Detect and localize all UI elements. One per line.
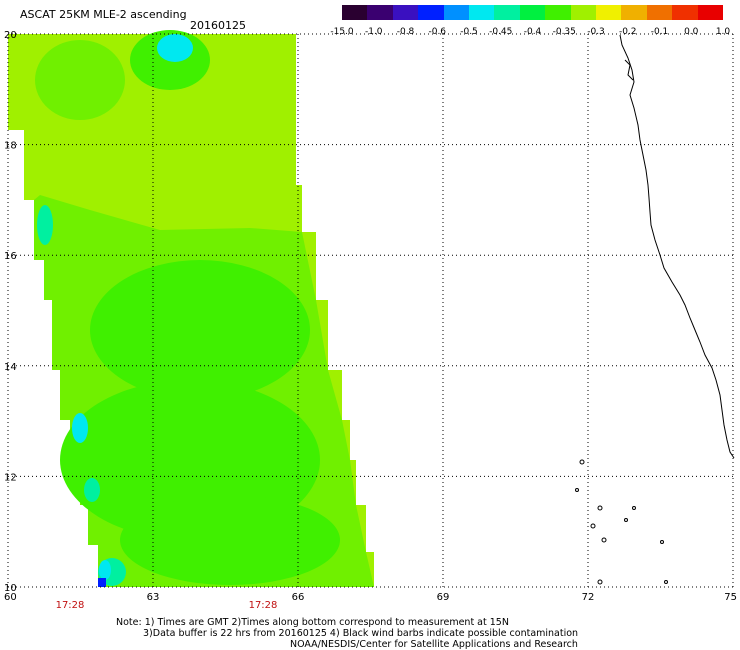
- pass-time-2: 17:28: [248, 600, 278, 611]
- colorbar-tick-label: -0.1: [650, 27, 669, 37]
- x-tick-labels: 60 63 66 69 72 75: [4, 592, 737, 603]
- teal-patch-south: [84, 478, 100, 502]
- colorbar-tick-label: -0.8: [396, 27, 415, 37]
- colorbar-tick-label: -0.45: [489, 27, 513, 37]
- colorbar-segment: [697, 5, 724, 20]
- island-5: [601, 537, 607, 543]
- colorbar-tick-label: -0.5: [460, 27, 478, 37]
- footer-note-line2: 3)Data buffer is 22 hrs from 20160125 4)…: [143, 628, 579, 639]
- lat-lon-grid: [7, 33, 734, 588]
- wind-swath: [8, 30, 374, 587]
- colorbar-segment: [596, 5, 622, 20]
- india-coastline: [619, 34, 735, 459]
- colorbar-tick-label: 0.0: [684, 27, 699, 37]
- chart-date: 20160125: [190, 19, 246, 32]
- island-7: [632, 506, 636, 510]
- x-tick-label: 66: [292, 592, 305, 603]
- colorbar-tick-label: -0.2: [618, 27, 637, 37]
- colorbar-tick-label: 1.0: [715, 27, 731, 37]
- x-tick-label: 63: [147, 592, 160, 603]
- pass-time-1: 17:28: [55, 600, 85, 611]
- colorbar-tick-label: -0.35: [552, 27, 576, 37]
- colorbar-segment: [621, 5, 647, 20]
- colorbar-segment: [570, 5, 597, 20]
- x-tick-label: 69: [437, 592, 450, 603]
- green-patch-3: [120, 495, 340, 585]
- chart-title: ASCAT 25KM MLE-2 ascending: [20, 8, 187, 21]
- y-tick-label: 14: [4, 362, 17, 373]
- colorbar-segment: [494, 5, 520, 20]
- footer-credit: NOAA/NESDIS/Center for Satellite Applica…: [290, 639, 578, 650]
- island-3: [597, 505, 603, 511]
- colorbar-tick-label: -0.4: [523, 27, 542, 37]
- colorbar-tick-label: -0.3: [587, 27, 605, 37]
- y-tick-label: 10: [4, 583, 17, 594]
- blue-cell-sw: [98, 578, 106, 587]
- y-tick-labels: 20 18 16 14 12 10: [4, 30, 17, 594]
- island-10: [664, 580, 668, 584]
- y-tick-label: 16: [4, 251, 17, 262]
- colorbar-segment: [443, 5, 470, 20]
- island-2: [575, 488, 579, 492]
- coast-detail: [624, 59, 634, 81]
- colorbar-tick-label: -0.6: [428, 27, 447, 37]
- island-9: [597, 579, 603, 585]
- island-6: [624, 518, 628, 522]
- island-1: [579, 459, 585, 465]
- x-tick-label: 60: [4, 592, 17, 603]
- x-tick-label: 75: [724, 592, 737, 603]
- colorbar-segment: [519, 5, 546, 20]
- coastline: [575, 34, 735, 585]
- cyan-patch-sw: [99, 560, 111, 580]
- colorbar-tick-label: -15.0: [330, 27, 354, 37]
- colorbar-segment: [392, 5, 419, 20]
- y-tick-label: 20: [4, 30, 17, 41]
- colorbar-segment: [367, 5, 393, 20]
- colorbar-segment: [646, 5, 673, 20]
- cyan-patch-north: [157, 34, 193, 62]
- colorbar-segment: [469, 5, 495, 20]
- x-tick-label: 72: [582, 592, 595, 603]
- teal-patch-west: [37, 205, 53, 245]
- colorbar-segment: [545, 5, 571, 20]
- colorbar-segment: [672, 5, 698, 20]
- colorbar-segment: [342, 5, 368, 20]
- green-patch-north-1: [35, 40, 125, 120]
- colorbar: [342, 5, 724, 20]
- colorbar-segment: [418, 5, 444, 20]
- y-tick-label: 12: [4, 472, 17, 483]
- footer-note-line1: Note: 1) Times are GMT 2)Times along bot…: [116, 617, 509, 628]
- colorbar-tick-label: -1.0: [364, 27, 383, 37]
- island-8: [660, 540, 664, 544]
- green-patch-1: [90, 260, 310, 400]
- cyan-patch-west: [72, 413, 88, 443]
- y-tick-label: 18: [4, 141, 17, 152]
- island-4: [590, 523, 596, 529]
